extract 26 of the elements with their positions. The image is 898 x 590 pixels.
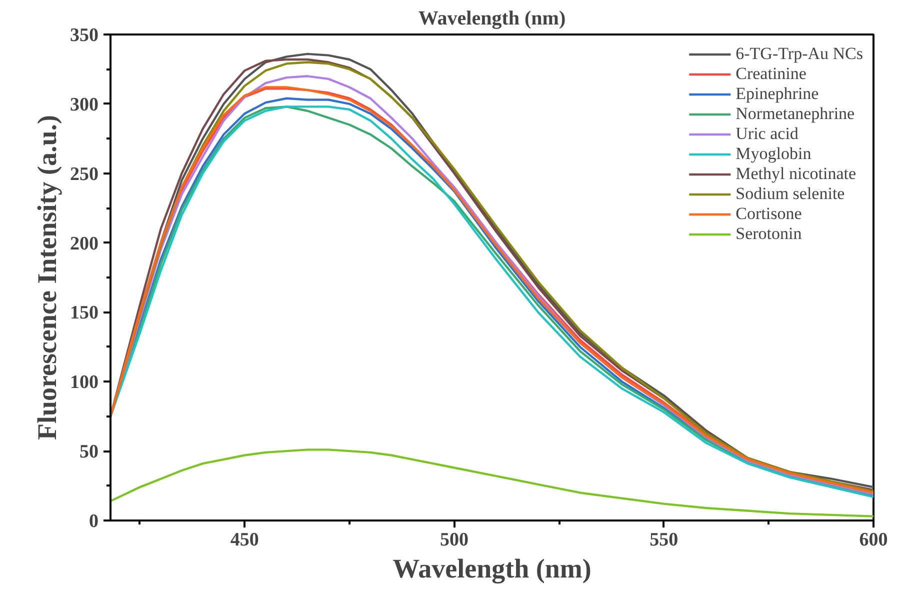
x-tick-label: 550: [650, 530, 678, 550]
y-axis-title: Fluorescence Intensity (a.u.): [32, 115, 62, 440]
x-tick-label: 450: [230, 530, 259, 550]
x-axis-title: Wavelength (nm): [392, 554, 592, 584]
line-series: [110, 448, 874, 518]
legend-label: Normetanephrine: [736, 104, 855, 124]
legend-label: Uric acid: [736, 124, 798, 144]
x-tick-label: 600: [859, 530, 888, 550]
legend-label: Serotonin: [736, 224, 802, 244]
legend-label: Methyl nicotinate: [736, 164, 856, 184]
legend-label: Cortisone: [736, 204, 802, 224]
legend-label: Epinephrine: [736, 84, 819, 104]
y-tick-label: 0: [89, 511, 98, 532]
chart-title: Wavelength (nm): [418, 8, 566, 30]
legend-label: 6-TG-Trp-Au NCs: [736, 44, 863, 64]
legend-label: Myoglobin: [736, 144, 812, 164]
legend-label: Sodium selenite: [736, 184, 845, 204]
y-tick-label: 300: [70, 94, 98, 116]
legend-label: Creatinine: [736, 64, 806, 84]
y-tick-label: 350: [70, 25, 98, 46]
y-tick-label: 50: [80, 442, 98, 463]
x-tick-label: 500: [440, 530, 469, 550]
y-tick-label: 150: [70, 302, 98, 324]
y-tick-label: 100: [70, 372, 98, 394]
y-tick-label: 250: [70, 164, 98, 185]
y-tick-label: 200: [70, 233, 98, 254]
